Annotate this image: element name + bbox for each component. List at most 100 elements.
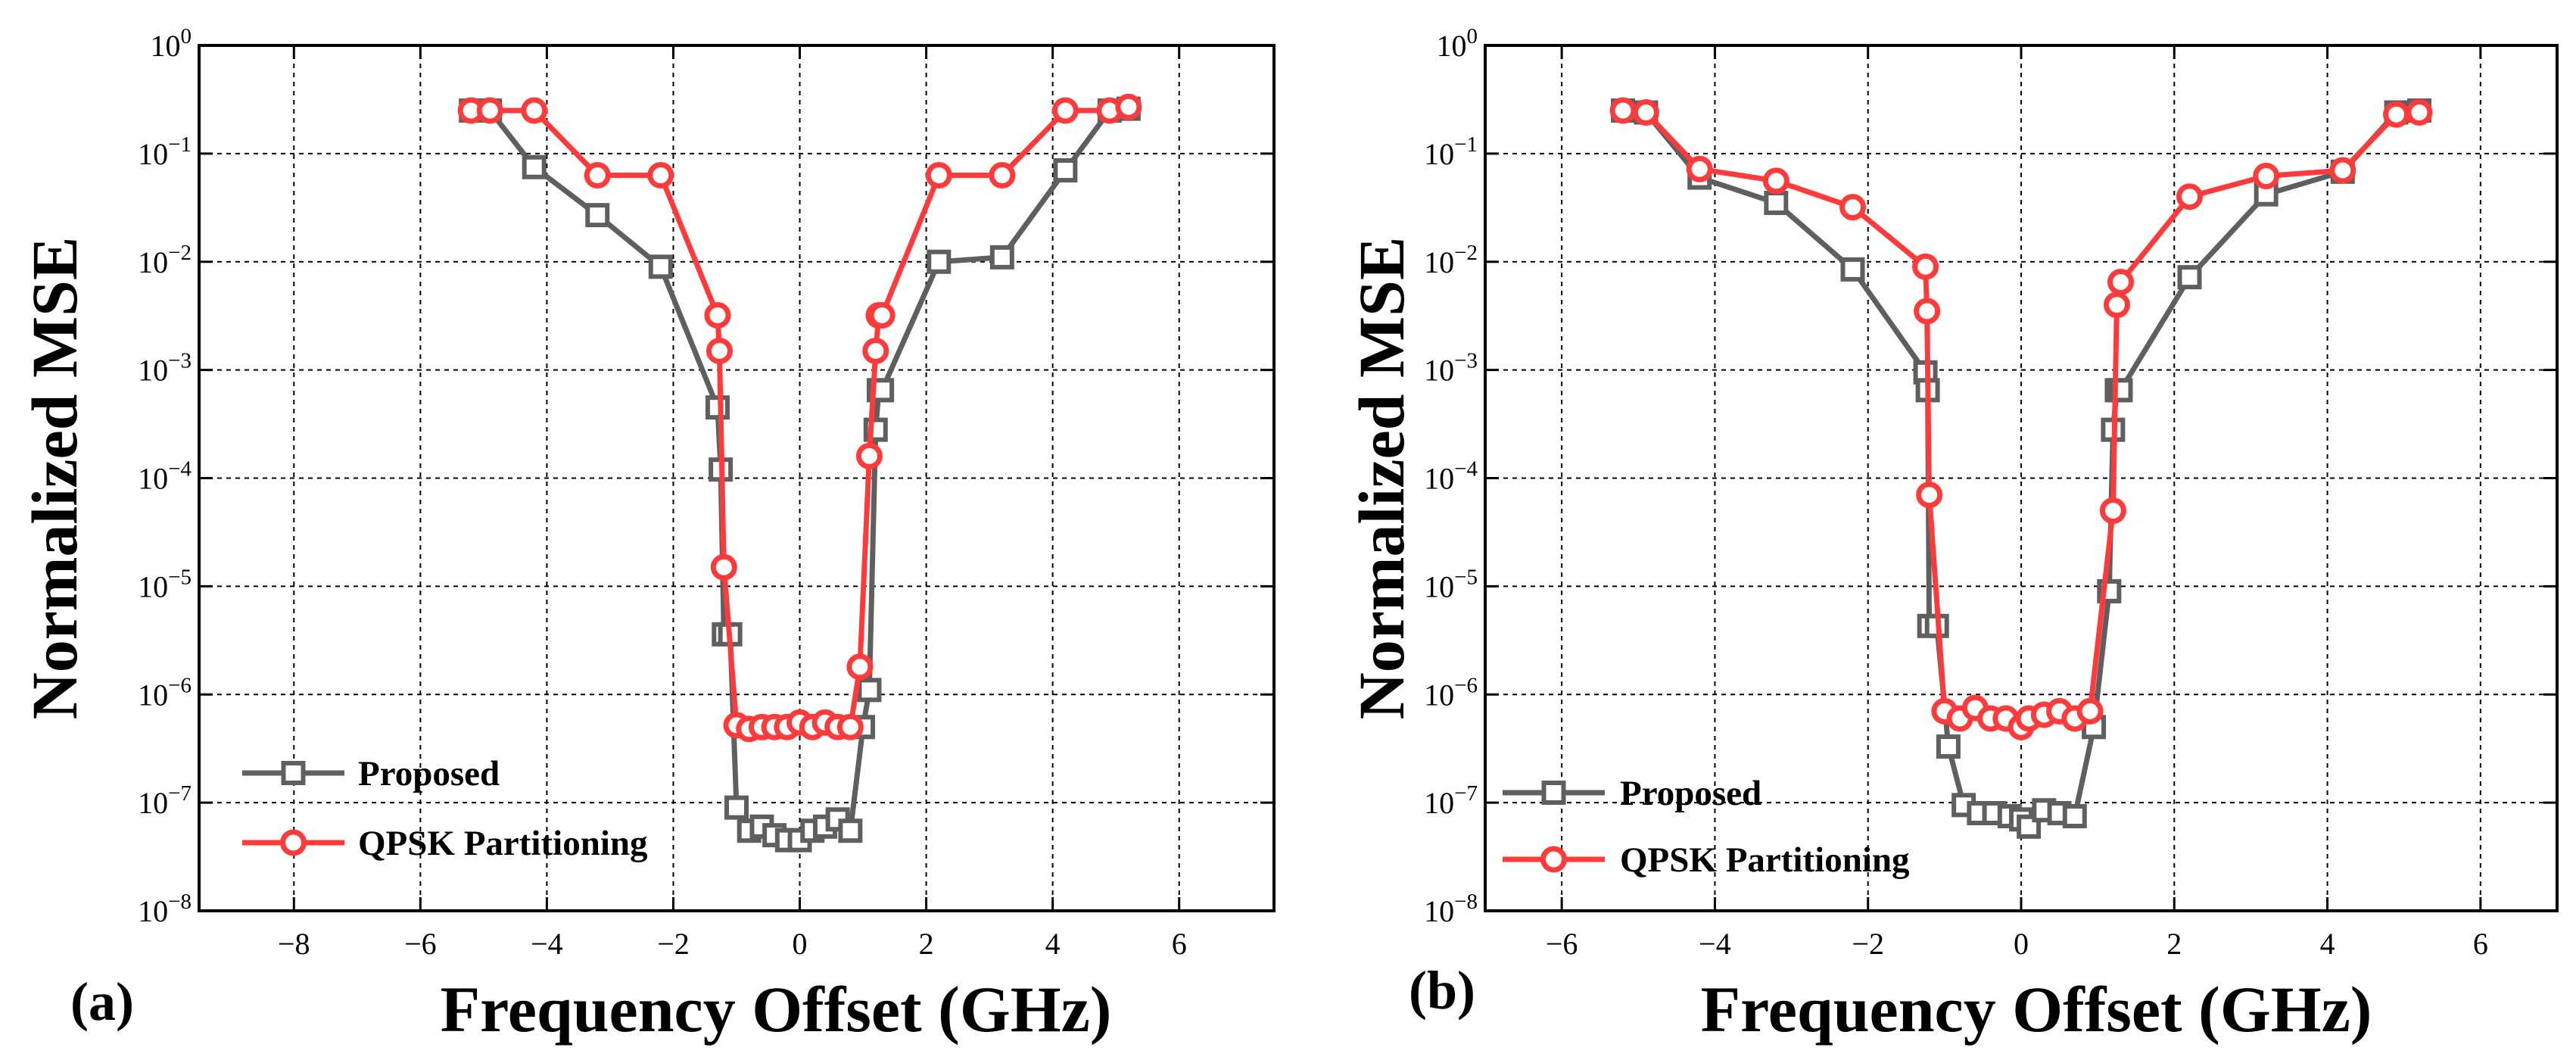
x-axis-title: Frequency Offset (GHz) bbox=[441, 973, 1112, 1046]
data-point bbox=[2062, 803, 2087, 828]
x-tick-label: 2 bbox=[919, 927, 934, 961]
data-point bbox=[584, 162, 611, 189]
y-tick-label: 10−1 bbox=[1424, 132, 1478, 171]
data-point bbox=[724, 795, 749, 820]
legend-item: QPSK Partitioning bbox=[242, 824, 648, 863]
data-point bbox=[1632, 99, 1659, 126]
data-point bbox=[836, 713, 864, 740]
y-axis-title: Normalized MSE bbox=[18, 237, 91, 720]
data-point bbox=[2103, 291, 2130, 319]
y-tick-label: 10−7 bbox=[138, 781, 192, 820]
y-tick-label: 100 bbox=[1437, 24, 1478, 63]
x-tick-label: 2 bbox=[2166, 927, 2182, 961]
data-point bbox=[2107, 268, 2134, 295]
legend-marker bbox=[1541, 781, 1566, 805]
y-tick-label: 10−4 bbox=[1424, 457, 1478, 496]
data-point bbox=[1686, 155, 1713, 182]
x-tick-label: −6 bbox=[404, 927, 437, 961]
data-point bbox=[925, 162, 952, 189]
data-point bbox=[2254, 182, 2279, 207]
x-tick-label: 4 bbox=[1045, 927, 1061, 961]
x-tick-label: −4 bbox=[531, 927, 563, 961]
x-tick-label: 0 bbox=[793, 927, 808, 961]
legend-item: QPSK Partitioning bbox=[1503, 840, 1910, 880]
y-tick-label: 10−4 bbox=[138, 457, 192, 496]
legend-label: QPSK Partitioning bbox=[1620, 840, 1910, 880]
data-point bbox=[838, 818, 863, 843]
y-tick-label: 10−5 bbox=[1424, 565, 1478, 603]
y-tick-label: 10−7 bbox=[1424, 781, 1478, 820]
x-axis-title: Frequency Offset (GHz) bbox=[1701, 973, 2372, 1046]
data-point bbox=[647, 162, 674, 189]
data-point bbox=[2099, 497, 2126, 525]
legend-marker bbox=[280, 829, 307, 856]
data-point bbox=[648, 254, 673, 279]
legend-label: Proposed bbox=[358, 754, 500, 793]
data-point bbox=[862, 337, 889, 364]
data-point bbox=[710, 553, 737, 581]
legend-item: Proposed bbox=[1503, 774, 1761, 813]
chart-panel-a: −8 −6 −4 −2 0 2 4 6 10−8 10−7 10−6 10−5 10−4 10−3 10−2… bbox=[18, 24, 1276, 1046]
data-point bbox=[1764, 191, 1789, 216]
panel-label: (b) bbox=[1409, 960, 1475, 1021]
y-tick-label: 10−8 bbox=[1424, 890, 1478, 928]
chart-panel-b: −6 −4 −2 0 2 4 6 10−8 10−7 10−6 10−5 10−4 10−3 10−2 10… bbox=[1345, 24, 2559, 1046]
panel-label: (a) bbox=[70, 971, 134, 1032]
data-point bbox=[1609, 97, 1637, 124]
data-point bbox=[989, 162, 1016, 189]
data-point bbox=[857, 678, 882, 703]
y-tick-label: 10−2 bbox=[1424, 241, 1478, 279]
series-qpsk-partitioning bbox=[1609, 97, 2433, 740]
data-point bbox=[2017, 814, 2042, 839]
data-point bbox=[1912, 253, 1939, 280]
data-point bbox=[2176, 183, 2204, 210]
x-tick-label: −4 bbox=[1699, 927, 1731, 961]
data-point bbox=[2177, 265, 2202, 290]
data-point bbox=[868, 301, 896, 329]
x-tick-label: 0 bbox=[2014, 927, 2029, 961]
x-tick-label: −2 bbox=[1852, 927, 1884, 961]
y-axis-title: Normalized MSE bbox=[1345, 237, 1418, 720]
y-tick-label: 10−6 bbox=[1424, 673, 1478, 712]
data-point bbox=[1762, 167, 1789, 195]
y-tick-label: 10−5 bbox=[138, 565, 192, 603]
y-tick-label: 10−1 bbox=[138, 132, 192, 171]
data-point bbox=[585, 203, 610, 228]
y-tick-label: 100 bbox=[151, 24, 192, 63]
x-tick-label: 6 bbox=[2473, 927, 2488, 961]
data-point bbox=[1051, 97, 1079, 124]
legend-marker bbox=[1540, 846, 1567, 873]
y-tick-label: 10−8 bbox=[138, 890, 192, 928]
y-tick-label: 10−3 bbox=[138, 349, 192, 388]
data-point bbox=[855, 442, 883, 469]
x-tick-label: −2 bbox=[657, 927, 690, 961]
data-point bbox=[1839, 194, 1866, 221]
data-point bbox=[2253, 163, 2280, 190]
data-point bbox=[521, 97, 548, 124]
data-point bbox=[1053, 158, 1078, 183]
data-point bbox=[989, 245, 1014, 270]
x-tick-label: 4 bbox=[2320, 927, 2335, 961]
x-tick-label: −6 bbox=[1546, 927, 1578, 961]
y-tick-label: 10−2 bbox=[138, 241, 192, 279]
legend: Proposed QPSK Partitioning bbox=[1503, 774, 1910, 880]
legend: Proposed QPSK Partitioning bbox=[242, 754, 648, 863]
x-tick-label: 6 bbox=[1172, 927, 1187, 961]
data-point bbox=[2076, 697, 2104, 725]
data-point bbox=[846, 653, 874, 681]
data-point bbox=[1936, 734, 1961, 759]
data-point bbox=[2329, 157, 2356, 184]
data-point bbox=[1914, 298, 1941, 325]
data-point bbox=[927, 249, 952, 274]
data-point bbox=[706, 337, 733, 364]
y-tick-label: 10−3 bbox=[1424, 349, 1478, 388]
data-point bbox=[1840, 257, 1865, 282]
data-point bbox=[2383, 101, 2410, 128]
data-point bbox=[2108, 378, 2133, 403]
y-tick-label: 10−6 bbox=[138, 673, 192, 712]
data-point bbox=[522, 154, 547, 179]
legend-marker bbox=[281, 761, 306, 785]
legend-item: Proposed bbox=[242, 754, 500, 793]
series-qpsk-partitioning bbox=[457, 93, 1142, 743]
